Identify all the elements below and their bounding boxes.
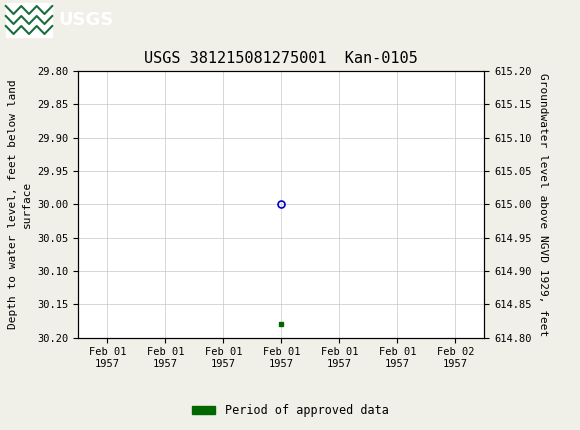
Y-axis label: Groundwater level above NGVD 1929, feet: Groundwater level above NGVD 1929, feet <box>538 73 548 336</box>
Title: USGS 381215081275001  Kan-0105: USGS 381215081275001 Kan-0105 <box>144 51 418 66</box>
Legend: Period of approved data: Period of approved data <box>187 399 393 422</box>
Y-axis label: Depth to water level, feet below land
surface: Depth to water level, feet below land su… <box>8 80 32 329</box>
FancyBboxPatch shape <box>6 3 52 37</box>
Text: USGS: USGS <box>58 11 113 29</box>
